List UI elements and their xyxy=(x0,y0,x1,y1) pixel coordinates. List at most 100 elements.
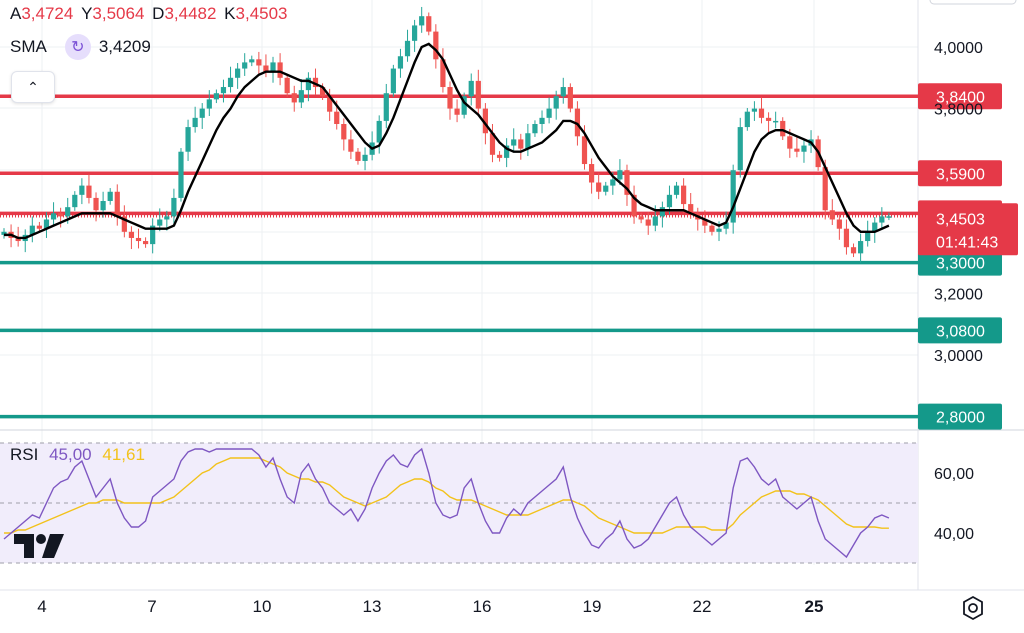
candle-body xyxy=(794,148,800,152)
time-tick-label: 22 xyxy=(693,597,712,616)
candle-body xyxy=(673,185,680,195)
candle-body xyxy=(546,108,552,118)
candle-body xyxy=(787,136,793,149)
candle-body xyxy=(107,191,113,201)
high-value: 3,5064 xyxy=(92,4,145,23)
price-axis: 4,0000 3,8000 3,2000 3,0000 60,00 40,00 xyxy=(934,40,983,543)
candle-body xyxy=(178,151,184,198)
candle-body xyxy=(836,219,842,229)
candle-body xyxy=(532,124,538,134)
horizontal-levels[interactable]: 3,84003,59003,46003,30003,08002,80003,45… xyxy=(0,83,1018,430)
time-tick-label: 4 xyxy=(37,597,46,616)
candle-body xyxy=(135,237,142,242)
candle-body xyxy=(397,56,404,69)
candle-body xyxy=(390,68,396,94)
candle-body xyxy=(164,216,170,220)
candle-body xyxy=(461,96,467,115)
candle-body xyxy=(235,68,241,78)
candle-body xyxy=(801,145,807,152)
candle-body xyxy=(383,93,389,121)
sma-polyline xyxy=(4,42,890,240)
candle-body xyxy=(518,139,524,149)
candle-body xyxy=(270,62,276,72)
candle-body xyxy=(305,77,312,91)
collapse-legend-button[interactable]: ⌃ xyxy=(11,71,55,103)
level-tag-label: 3,3000 xyxy=(936,256,985,273)
level-tag: 3,8400 xyxy=(918,83,1002,110)
rsi-legend: RSI 45,00 41,61 xyxy=(10,445,145,465)
level-tag-bg xyxy=(918,160,1002,187)
candle-body xyxy=(227,77,234,88)
level-tag: 3,0800 xyxy=(918,317,1002,344)
candle-body xyxy=(121,216,127,232)
level-tag-label: 3,8400 xyxy=(936,89,985,106)
ohlc-legend: A3,4724 Y3,5064 D3,4482 K3,4503 xyxy=(10,4,288,24)
level-tag-bg xyxy=(918,403,1002,430)
candle-body xyxy=(468,80,474,97)
candle-body xyxy=(659,207,665,217)
candle-body xyxy=(482,108,488,134)
rsi-lines xyxy=(3,447,890,559)
candle-body xyxy=(327,96,333,112)
high-label: Y xyxy=(81,4,93,23)
candle-body xyxy=(348,139,354,152)
price-tick-label: 3,2000 xyxy=(934,286,983,303)
candle-body xyxy=(128,231,135,238)
last-price-label: 3,4503 xyxy=(936,211,985,228)
time-tick-label: 10 xyxy=(253,597,272,616)
price-tick-label: 4,0000 xyxy=(934,40,983,57)
candle-body xyxy=(319,87,326,97)
candle-body xyxy=(666,194,673,208)
candle-body xyxy=(433,31,439,60)
candle-body xyxy=(355,151,361,161)
candle-body xyxy=(50,213,57,220)
sma-value: 3,4209 xyxy=(98,37,151,56)
level-tag: 2,8000 xyxy=(918,403,1002,430)
refresh-icon[interactable]: ↻ xyxy=(64,34,91,60)
candle-body xyxy=(553,96,559,109)
chevron-up-icon: ⌃ xyxy=(27,78,39,95)
candle-body xyxy=(454,108,460,115)
candle-body xyxy=(581,136,588,165)
open-value: 3,4724 xyxy=(21,4,74,23)
candle-body xyxy=(220,87,227,94)
candle-body xyxy=(199,108,205,118)
candle-body xyxy=(298,90,304,103)
last-price-tag xyxy=(918,203,1018,256)
candle-body xyxy=(588,164,595,183)
candle-body xyxy=(412,25,418,41)
sma-legend: SMA ↻ 3,4209 xyxy=(10,34,151,60)
rsi-polyline xyxy=(3,447,890,559)
candle-body xyxy=(858,241,864,254)
candle-body xyxy=(58,213,64,217)
candle-body xyxy=(419,16,425,26)
candle-body xyxy=(822,167,828,211)
candle-body xyxy=(334,111,340,124)
candle-body xyxy=(185,127,191,152)
low-value: 3,4482 xyxy=(164,4,217,23)
candle-body xyxy=(758,108,765,118)
candle-body xyxy=(574,108,581,137)
candle-body xyxy=(475,80,481,109)
close-label: K xyxy=(224,4,236,23)
candle-body xyxy=(723,222,729,229)
candle-body xyxy=(567,87,573,109)
sma-label: SMA xyxy=(10,37,47,56)
level-tag-label: 3,5900 xyxy=(936,166,985,183)
candle-body xyxy=(850,247,857,254)
low-label: D xyxy=(152,4,165,23)
time-tick-label: 16 xyxy=(473,597,492,616)
candle-body xyxy=(72,194,78,208)
candle-body xyxy=(150,225,156,245)
candle-body xyxy=(291,93,297,103)
candle-body xyxy=(879,216,885,223)
rsi-ma-value: 41,61 xyxy=(102,445,145,464)
candle-body xyxy=(525,133,531,149)
candle-body xyxy=(142,241,149,245)
candle-body xyxy=(277,62,283,78)
candle-body xyxy=(65,207,71,217)
candle-body xyxy=(702,219,708,226)
settings-icon[interactable] xyxy=(958,593,988,623)
tradingview-logo-icon[interactable] xyxy=(12,530,68,560)
